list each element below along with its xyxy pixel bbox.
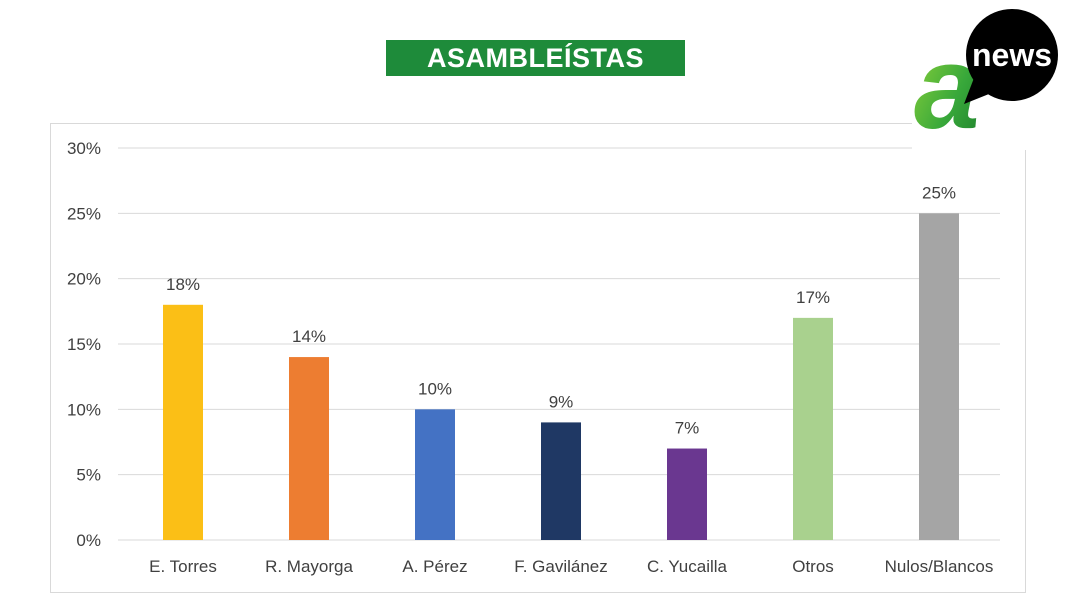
y-tick-label: 10%: [67, 400, 101, 419]
x-tick-label: Nulos/Blancos: [885, 557, 994, 576]
bar: [289, 357, 329, 540]
y-tick-label: 25%: [67, 204, 101, 223]
bar: [793, 317, 833, 540]
bar: [919, 213, 959, 541]
y-tick-label: 30%: [67, 139, 101, 158]
data-label: 7%: [675, 419, 700, 438]
x-tick-label: Otros: [792, 557, 834, 576]
x-tick-label: F. Gavilánez: [514, 557, 608, 576]
data-label: 10%: [418, 379, 452, 398]
x-tick-label: R. Mayorga: [265, 557, 353, 576]
chart-title: ASAMBLEÍSTAS: [386, 40, 685, 76]
y-tick-label: 0%: [76, 531, 101, 550]
bar: [667, 448, 707, 540]
bar: [415, 409, 455, 540]
x-tick-label: A. Pérez: [402, 557, 467, 576]
anews-logo: a news: [914, 9, 1058, 145]
data-label: 14%: [292, 327, 326, 346]
bar-chart: 0%5%10%15%20%25%30% 18%14%10%9%7%17%25% …: [67, 139, 1000, 576]
x-axis-ticks: E. Torres R. Mayorga A. Pérez F. Gavilánez C…: [149, 557, 993, 576]
data-label: 9%: [549, 392, 574, 411]
bar: [541, 422, 581, 540]
gridlines: [118, 147, 1000, 541]
data-label: 17%: [796, 288, 830, 307]
data-label: 18%: [166, 275, 200, 294]
data-label: 25%: [922, 183, 956, 202]
x-tick-label: E. Torres: [149, 557, 217, 576]
y-tick-label: 15%: [67, 335, 101, 354]
y-tick-label: 5%: [76, 466, 101, 485]
speech-bubble-icon: [966, 9, 1058, 101]
chart-frame: [50, 123, 1026, 593]
data-labels: 18% 14% 10% 9% 7% 17% 25%: [166, 183, 956, 437]
x-tick-label: C. Yucailla: [647, 557, 728, 576]
bar: [163, 304, 203, 540]
y-axis-ticks: 0% 5% 10% 15% 20% 25% 30%: [67, 139, 101, 550]
bars: [163, 213, 959, 541]
y-tick-label: 20%: [67, 270, 101, 289]
logo-news-text: news: [972, 37, 1052, 73]
logo-backdrop: [912, 118, 1030, 150]
